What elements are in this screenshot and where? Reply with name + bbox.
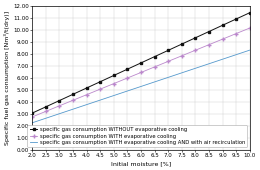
Line: specific gas consumption WITH evaporative cooling: specific gas consumption WITH evaporativ… [30,26,252,119]
specific gas consumption WITHOUT evaporative cooling [72,93,75,95]
specific gas consumption WITH evaporative cooling AND with air recirculation [194,67,197,69]
specific gas consumption WITH evaporative cooling [85,94,88,96]
specific gas consumption WITHOUT evaporative cooling [248,12,251,14]
specific gas consumption WITHOUT evaporative cooling [58,100,61,102]
Y-axis label: Specific fuel gas consumption [Nm³/t(dry)]: Specific fuel gas consumption [Nm³/t(dry… [4,11,10,145]
specific gas consumption WITH evaporative cooling [31,116,34,118]
specific gas consumption WITHOUT evaporative cooling [126,68,129,70]
specific gas consumption WITH evaporative cooling [221,38,224,40]
specific gas consumption WITH evaporative cooling AND with air recirculation [153,81,156,83]
specific gas consumption WITHOUT evaporative cooling [44,106,47,108]
specific gas consumption WITH evaporative cooling AND with air recirculation [235,54,238,56]
specific gas consumption WITH evaporative cooling [126,77,129,79]
Line: specific gas consumption WITHOUT evaporative cooling: specific gas consumption WITHOUT evapora… [31,12,251,114]
specific gas consumption WITH evaporative cooling AND with air recirculation [126,90,129,92]
specific gas consumption WITHOUT evaporative cooling [99,81,102,83]
specific gas consumption WITH evaporative cooling AND with air recirculation [167,76,170,78]
specific gas consumption WITHOUT evaporative cooling [167,49,170,51]
specific gas consumption WITH evaporative cooling [167,60,170,62]
specific gas consumption WITHOUT evaporative cooling [207,31,211,33]
specific gas consumption WITHOUT evaporative cooling [221,24,224,26]
specific gas consumption WITH evaporative cooling AND with air recirculation [207,63,211,65]
specific gas consumption WITH evaporative cooling [207,44,211,46]
specific gas consumption WITH evaporative cooling AND with air recirculation [72,108,75,110]
specific gas consumption WITHOUT evaporative cooling [139,62,142,64]
specific gas consumption WITH evaporative cooling [44,110,47,112]
Legend: specific gas consumption WITHOUT evaporative cooling, specific gas consumption W: specific gas consumption WITHOUT evapora… [28,125,247,147]
specific gas consumption WITH evaporative cooling AND with air recirculation [180,72,183,74]
Line: specific gas consumption WITH evaporative cooling AND with air recirculation: specific gas consumption WITH evaporativ… [32,50,250,123]
specific gas consumption WITH evaporative cooling AND with air recirculation [58,113,61,115]
specific gas consumption WITH evaporative cooling AND with air recirculation [85,104,88,106]
specific gas consumption WITHOUT evaporative cooling [153,56,156,58]
specific gas consumption WITH evaporative cooling [248,27,251,29]
specific gas consumption WITHOUT evaporative cooling [194,37,197,39]
specific gas consumption WITH evaporative cooling [153,66,156,68]
specific gas consumption WITH evaporative cooling [58,105,61,107]
specific gas consumption WITH evaporative cooling [139,71,142,73]
specific gas consumption WITH evaporative cooling AND with air recirculation [248,49,251,51]
specific gas consumption WITH evaporative cooling [72,99,75,101]
specific gas consumption WITH evaporative cooling AND with air recirculation [44,117,47,119]
specific gas consumption WITH evaporative cooling [99,88,102,90]
X-axis label: Initial moisture [%]: Initial moisture [%] [111,161,171,166]
specific gas consumption WITH evaporative cooling AND with air recirculation [221,58,224,60]
specific gas consumption WITH evaporative cooling [235,33,238,35]
specific gas consumption WITH evaporative cooling AND with air recirculation [139,86,142,88]
specific gas consumption WITH evaporative cooling AND with air recirculation [112,95,115,97]
specific gas consumption WITHOUT evaporative cooling [180,43,183,45]
specific gas consumption WITHOUT evaporative cooling [31,112,34,114]
specific gas consumption WITHOUT evaporative cooling [85,87,88,89]
specific gas consumption WITH evaporative cooling [194,49,197,51]
specific gas consumption WITHOUT evaporative cooling [112,74,115,76]
specific gas consumption WITH evaporative cooling AND with air recirculation [99,99,102,101]
specific gas consumption WITH evaporative cooling AND with air recirculation [31,122,34,124]
specific gas consumption WITH evaporative cooling [180,55,183,57]
specific gas consumption WITHOUT evaporative cooling [235,18,238,20]
specific gas consumption WITH evaporative cooling [112,83,115,85]
